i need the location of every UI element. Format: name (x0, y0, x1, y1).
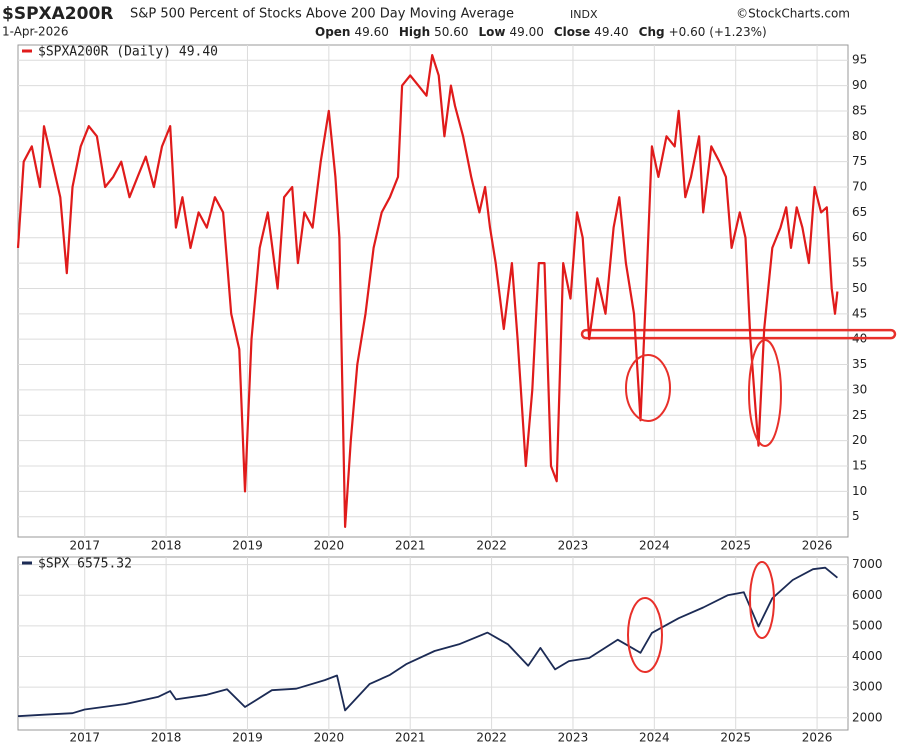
y-tick-label: 4000 (852, 649, 883, 663)
y-tick-label: 5000 (852, 618, 883, 632)
y-tick-label: 75 (852, 154, 867, 168)
ohlc-value: 50.60 (434, 25, 468, 39)
ohlc-label: High (399, 25, 430, 39)
series-line (17, 566, 838, 718)
x-tick-label: 2026 (802, 539, 833, 553)
y-tick-label: 20 (852, 433, 867, 447)
x-tick-label: 2022 (476, 539, 507, 553)
y-tick-label: 90 (852, 78, 867, 92)
x-tick-label: 2022 (476, 731, 507, 745)
y-tick-label: 45 (852, 306, 867, 320)
x-tick-label: 2017 (69, 539, 100, 553)
ohlc: Open 49.60 High 50.60 Low 49.00 Close 49.40 Chg +… (315, 25, 767, 39)
source: ©StockCharts.com (736, 7, 850, 21)
y-tick-label: 95 (852, 53, 867, 67)
reference-line (580, 328, 897, 340)
y-tick-label: 30 (852, 382, 867, 396)
x-tick-label: 2021 (395, 539, 426, 553)
x-tick-label: 2023 (558, 731, 589, 745)
highlight-circle (625, 354, 671, 422)
ohlc-label: Low (479, 25, 506, 39)
y-tick-label: 3000 (852, 680, 883, 694)
y-tick-label: 2000 (852, 710, 883, 724)
x-tick-label: 2018 (151, 539, 182, 553)
chart-title: S&P 500 Percent of Stocks Above 200 Day … (130, 7, 514, 22)
x-tick-label: 2024 (639, 731, 670, 745)
y-tick-label: 35 (852, 357, 867, 371)
y-tick-label: 80 (852, 129, 867, 143)
y-tick-label: 50 (852, 281, 867, 295)
y-tick-label: 15 (852, 458, 867, 472)
y-tick-label: 70 (852, 180, 867, 194)
date: 1-Apr-2026 (2, 25, 69, 39)
plot-area (17, 44, 849, 538)
x-tick-label: 2024 (639, 539, 670, 553)
legend-label: $SPX 6575.32 (38, 557, 132, 572)
x-tick-label: 2025 (720, 731, 751, 745)
x-tick-label: 2025 (720, 539, 751, 553)
highlight-circle (627, 597, 663, 673)
exchange: INDX (570, 8, 598, 21)
bottom-panel: 2000 3000 4000 5000 6000 7000 2017 2018 2019 2020… (17, 556, 883, 745)
y-tick-label: 60 (852, 230, 867, 244)
ohlc-value: 49.40 (594, 25, 628, 39)
ohlc-value: 49.60 (354, 25, 388, 39)
x-tick-label: 2020 (314, 539, 345, 553)
ohlc-value: +0.60 (+1.23%) (669, 25, 767, 39)
ohlc-label: Close (554, 25, 590, 39)
y-tick-label: 25 (852, 408, 867, 422)
plot-area (17, 556, 849, 731)
y-tick-label: 7000 (852, 557, 883, 571)
highlight-circle (749, 561, 775, 639)
x-tick-label: 2019 (232, 539, 263, 553)
x-tick-label: 2023 (558, 539, 589, 553)
y-tick-label: 65 (852, 205, 867, 219)
symbol: $SPXA200R (2, 4, 113, 24)
x-tick-label: 2020 (314, 731, 345, 745)
y-tick-label: 10 (852, 484, 867, 498)
x-tick-label: 2017 (69, 731, 100, 745)
ohlc-value: 49.00 (509, 25, 543, 39)
series-line (16, 54, 839, 528)
x-tick-label: 2026 (802, 731, 833, 745)
legend-label: $SPXA200R (Daily) 49.40 (38, 45, 218, 60)
y-tick-label: 55 (852, 256, 867, 270)
y-tick-label: 5 (852, 509, 860, 523)
y-tick-label: 85 (852, 103, 867, 117)
x-tick-label: 2019 (232, 731, 263, 745)
top-panel: 5101520253035404550556065707580859095201… (16, 44, 897, 553)
x-tick-label: 2018 (151, 731, 182, 745)
y-tick-label: 6000 (852, 588, 883, 602)
ohlc-label: Open (315, 25, 350, 39)
ohlc-label: Chg (639, 25, 665, 39)
x-tick-label: 2021 (395, 731, 426, 745)
highlight-circle (748, 339, 782, 447)
